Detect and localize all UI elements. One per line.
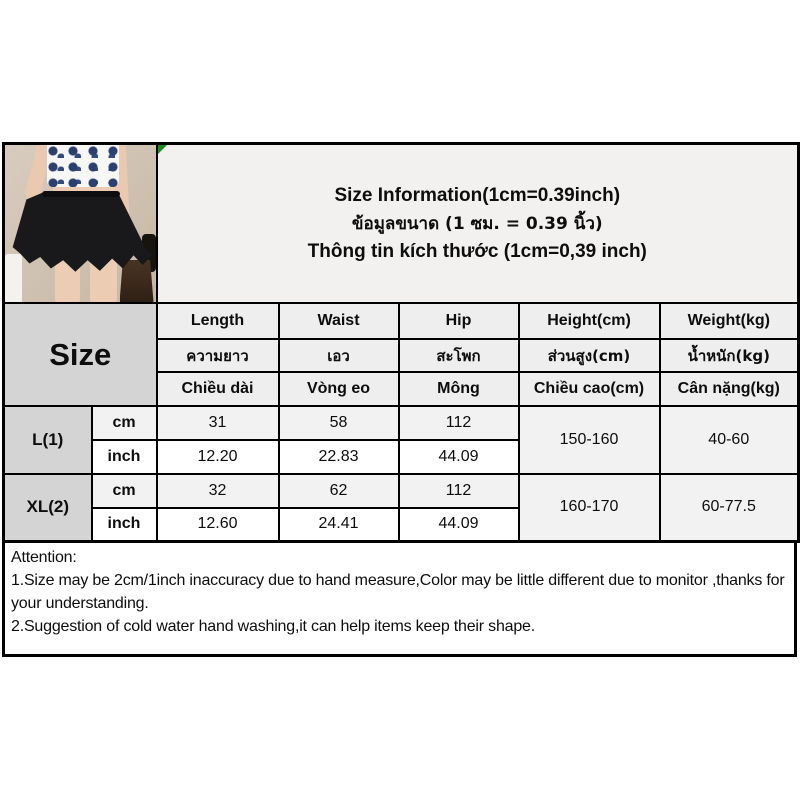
cell-l-weight-range: 40-60: [658, 405, 800, 475]
col-header-weight-vi: Cân nặng(kg): [658, 371, 800, 407]
cell-l-waist-cm: 58: [277, 405, 400, 441]
col-header-waist-en: Waist: [277, 302, 400, 340]
cell-l-waist-inch: 22.83: [277, 439, 400, 475]
cell-xl-length-inch: 12.60: [155, 507, 280, 542]
col-header-height-en: Height(cm): [517, 302, 661, 340]
cell-xl-length-cm: 32: [155, 473, 280, 509]
cell-xl-waist-inch: 24.41: [277, 507, 400, 542]
col-header-weight-en: Weight(kg): [658, 302, 800, 340]
cell-xl-hip-cm: 112: [397, 473, 520, 509]
size-table: Size Information(1cm=0.39inch) ข้อมูลขนา…: [2, 142, 800, 543]
title-english: Size Information(1cm=0.39inch): [334, 184, 621, 206]
excel-corner-flag-icon: [158, 145, 167, 154]
cell-xl-waist-cm: 62: [277, 473, 400, 509]
col-header-length-vi: Chiều dài: [155, 371, 280, 407]
row-label-size-l: L(1): [2, 405, 93, 475]
unit-label-inch: inch: [90, 507, 158, 542]
unit-label-inch: inch: [90, 439, 158, 475]
col-header-waist-vi: Vòng eo: [277, 371, 400, 407]
col-header-height-vi: Chiều cao(cm): [517, 371, 661, 407]
title-vietnamese: Thông tin kích thước (1cm=0,39 inch): [307, 240, 647, 262]
col-header-hip-vi: Mông: [397, 371, 520, 407]
col-header-length-en: Length: [155, 302, 280, 340]
cell-xl-weight-range: 60-77.5: [658, 473, 800, 542]
attention-text: Attention: 1.Size may be 2cm/1inch inacc…: [11, 548, 785, 635]
size-chart: Size Information(1cm=0.39inch) ข้อมูลขนา…: [2, 142, 800, 657]
col-header-hip-en: Hip: [397, 302, 520, 340]
col-header-height-th: ส่วนสูง(cm): [517, 338, 661, 373]
cell-xl-height-range: 160-170: [517, 473, 661, 542]
cell-xl-hip-inch: 44.09: [397, 507, 520, 542]
cell-l-length-inch: 12.20: [155, 439, 280, 475]
col-header-length-th: ความยาว: [155, 338, 280, 373]
cell-l-hip-inch: 44.09: [397, 439, 520, 475]
col-header-weight-th: น้ำหนัก(kg): [658, 338, 800, 373]
floral-crop-top: [47, 145, 119, 187]
unit-label-cm: cm: [90, 473, 158, 509]
shorts-waistband: [42, 191, 120, 197]
attention-note: Attention: 1.Size may be 2cm/1inch inacc…: [2, 542, 797, 657]
unit-label-cm: cm: [90, 405, 158, 441]
col-header-hip-th: สะโพก: [397, 338, 520, 373]
col-header-waist-th: เอว: [277, 338, 400, 373]
title-thai: ข้อมูลขนาด (1 ซม. = 0.39 นิ้ว): [351, 213, 603, 234]
row-label-size-xl: XL(2): [2, 473, 93, 542]
size-header: Size: [2, 302, 158, 407]
product-photo-cell: [2, 142, 158, 304]
cell-l-length-cm: 31: [155, 405, 280, 441]
background-object-stool: [119, 260, 154, 302]
cell-l-hip-cm: 112: [397, 405, 520, 441]
cell-l-height-range: 150-160: [517, 405, 661, 475]
product-photo: [5, 145, 155, 302]
title-cell: Size Information(1cm=0.39inch) ข้อมูลขนา…: [155, 142, 800, 304]
background-object-white: [5, 254, 22, 302]
